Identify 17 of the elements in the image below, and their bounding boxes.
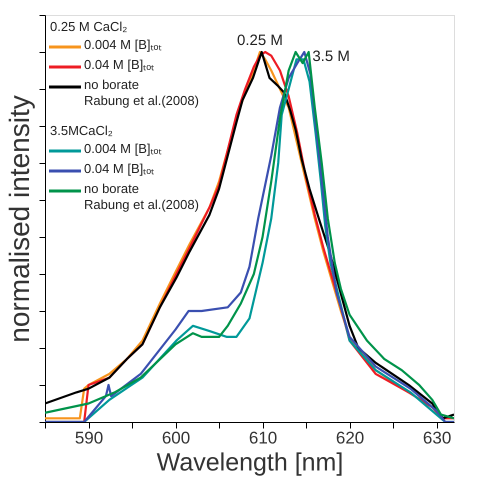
annotation: 3.5 M <box>312 48 350 65</box>
legend-label: 0.004 M [B]ₜₒₜ <box>84 37 162 52</box>
x-tick-label: 590 <box>74 428 104 448</box>
x-axis-title: Wavelength [nm] <box>156 448 344 476</box>
legend-label: 0.004 M [B]ₜₒₜ <box>84 141 162 156</box>
x-tick-label: 600 <box>162 428 190 448</box>
x-tick-label: 620 <box>336 428 364 448</box>
annotation: 3.5MCaCl₂ <box>50 123 113 138</box>
y-axis-title: normalised intensity <box>4 95 35 343</box>
x-tick-label: 610 <box>248 428 278 448</box>
x-tick-label: 630 <box>422 428 452 448</box>
legend-label: no borate Rabung et al.(2008) <box>84 181 199 212</box>
text: 0.25 M CaCl₂ <box>50 19 128 34</box>
legend-label: no borate Rabung et al.(2008) <box>84 77 199 108</box>
legend-label: 0.04 M [B]ₜₒₜ <box>84 161 154 176</box>
text: 0.25 M <box>237 32 283 49</box>
legend-label: 0.04 M [B]ₜₒₜ <box>84 57 154 72</box>
